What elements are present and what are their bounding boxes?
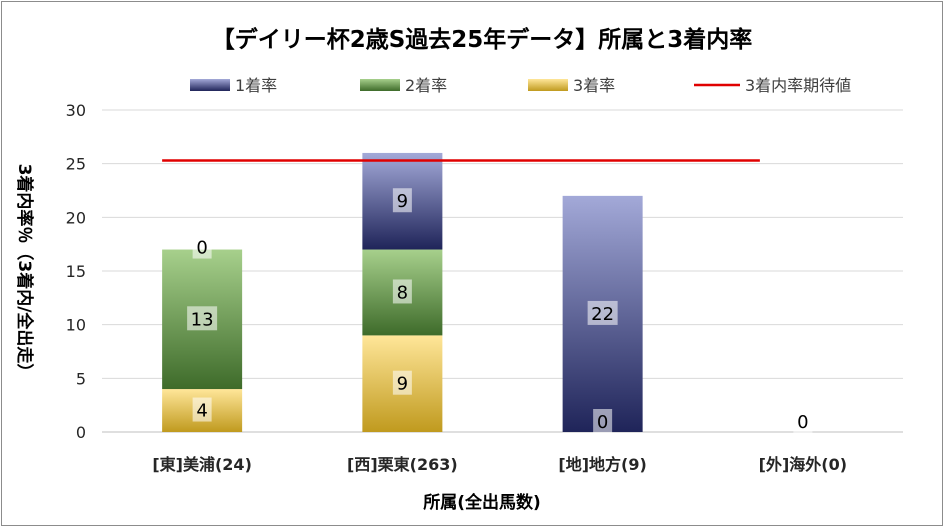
legend-label: 3着内率期待値 <box>745 76 851 95</box>
y-axis-ticks: 0 5 10 15 20 25 30 <box>66 101 86 442</box>
y-tick-label: 30 <box>66 101 86 120</box>
data-label-text: 9 <box>397 374 408 395</box>
legend-item: 1着率 <box>190 76 277 95</box>
y-tick-label: 15 <box>66 262 86 281</box>
legend-item: 3着率 <box>528 76 615 95</box>
x-axis-title: 所属(全出馬数) <box>423 492 541 513</box>
x-category-label: [東]美浦(24) <box>152 455 252 474</box>
y-tick-label: 0 <box>76 423 86 442</box>
x-axis-categories: [東]美浦(24) [西]栗東(263) [地]地方(9) [外]海外(0) <box>152 455 847 474</box>
data-label-text: 0 <box>196 238 207 259</box>
y-tick-label: 5 <box>76 369 86 388</box>
data-labels: 4 13 0 9 8 9 0 22 0 <box>187 188 813 433</box>
data-label-background <box>192 234 212 259</box>
chart-title: 【デイリー杯2歳S過去25年データ】所属と3着内率 <box>212 26 753 53</box>
legend-swatch <box>528 79 568 91</box>
data-label-text: 9 <box>397 191 408 212</box>
legend-label: 3着率 <box>573 76 615 95</box>
data-label-2着率: 8 <box>392 279 412 304</box>
legend-swatch <box>190 79 230 91</box>
legend-swatch <box>360 79 400 91</box>
data-label-text: 4 <box>196 401 207 422</box>
data-label-top: 0 <box>192 234 212 259</box>
legend: 1着率 2着率 3着率 3着内率期待値 <box>190 76 851 95</box>
data-label-text: 0 <box>797 412 808 433</box>
y-axis-title: 3着内率％（3着内/全出走） <box>14 164 35 381</box>
data-label-background <box>392 188 412 213</box>
data-label-3着率: 4 <box>192 397 212 422</box>
data-label-background <box>587 300 618 325</box>
data-label-text: 13 <box>191 309 214 330</box>
y-tick-label: 10 <box>66 316 86 335</box>
x-category-label: [地]地方(9) <box>558 455 646 474</box>
legend-item: 3着内率期待値 <box>694 76 851 95</box>
data-label-text: 0 <box>597 412 608 433</box>
data-label-background <box>192 397 212 422</box>
data-label-background <box>593 409 613 433</box>
data-label-3着率: 9 <box>392 370 412 395</box>
y-tick-label: 20 <box>66 208 86 227</box>
data-label-2着率: 0 <box>593 409 613 433</box>
x-category-label: [西]栗東(263) <box>347 455 458 474</box>
data-label-1着率: 9 <box>392 188 412 213</box>
data-label-background <box>392 370 412 395</box>
legend-label: 2着率 <box>405 76 447 95</box>
data-label-2着率: 13 <box>187 306 218 331</box>
data-label-background <box>187 306 218 331</box>
data-label-background <box>392 279 412 304</box>
legend-item: 2着率 <box>360 76 447 95</box>
data-label-background <box>793 409 813 433</box>
data-label-1着率: 0 <box>793 409 813 433</box>
x-category-label: [外]海外(0) <box>759 455 847 474</box>
data-label-text: 22 <box>591 304 614 325</box>
data-label-1着率: 22 <box>587 300 618 325</box>
legend-label: 1着率 <box>235 76 277 95</box>
y-tick-label: 25 <box>66 155 86 174</box>
data-label-text: 8 <box>397 282 408 303</box>
